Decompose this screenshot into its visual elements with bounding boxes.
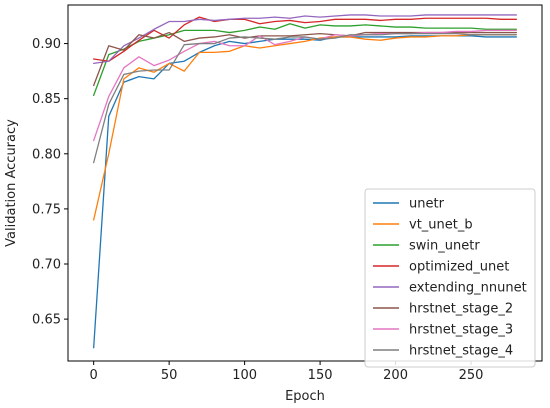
y-tick-label: 0.85 [32, 92, 61, 107]
legend-label-optimized-unet: optimized_unet [409, 260, 509, 275]
x-tick-label: 0 [90, 368, 98, 383]
series-layer [93, 14, 517, 349]
legend: unetr vt_unet_b swin_unetr optimized_unetex… [364, 188, 536, 368]
y-axis: 0.65 0.70 0.75 0.80 0.85 0.90 [32, 37, 68, 328]
series-line-optimized-unet [93, 16, 517, 62]
y-tick-label: 0.80 [32, 147, 61, 162]
y-tick-label: 0.70 [32, 258, 61, 273]
series-line-extending-nnunet [93, 14, 517, 65]
legend-label-hrstnet-stage-3: hrstnet_stage_3 [409, 323, 513, 338]
x-tick-label: 100 [232, 368, 257, 383]
x-tick-label: 200 [383, 368, 408, 383]
legend-label-extending-nnunet: extending_nnunet [409, 281, 527, 296]
x-axis: 0 50 100 150 200 250 [90, 361, 484, 383]
legend-label-hrstnet-stage-4: hrstnet_stage_4 [409, 344, 513, 359]
y-axis-title: Validation Accuracy [4, 119, 19, 247]
legend-label-hrstnet-stage-2: hrstnet_stage_2 [409, 302, 513, 317]
legend-label-vt-unet-b: vt_unet_b [409, 218, 473, 233]
legend-label-swin-unetr: swin_unetr [409, 239, 480, 254]
x-tick-label: 150 [308, 368, 333, 383]
legend-label-unetr: unetr [409, 197, 445, 212]
x-tick-label: 250 [459, 368, 484, 383]
y-tick-label: 0.65 [32, 313, 61, 328]
plot-frame [67, 4, 543, 362]
x-axis-title: Epoch [285, 389, 325, 404]
y-tick-label: 0.90 [32, 37, 61, 52]
x-tick-label: 50 [161, 368, 178, 383]
legend-box [364, 188, 536, 368]
series-line-hrstnet-stage-4 [93, 33, 517, 164]
y-tick-label: 0.75 [32, 202, 61, 217]
series-line-vt-unet-b [93, 34, 517, 221]
